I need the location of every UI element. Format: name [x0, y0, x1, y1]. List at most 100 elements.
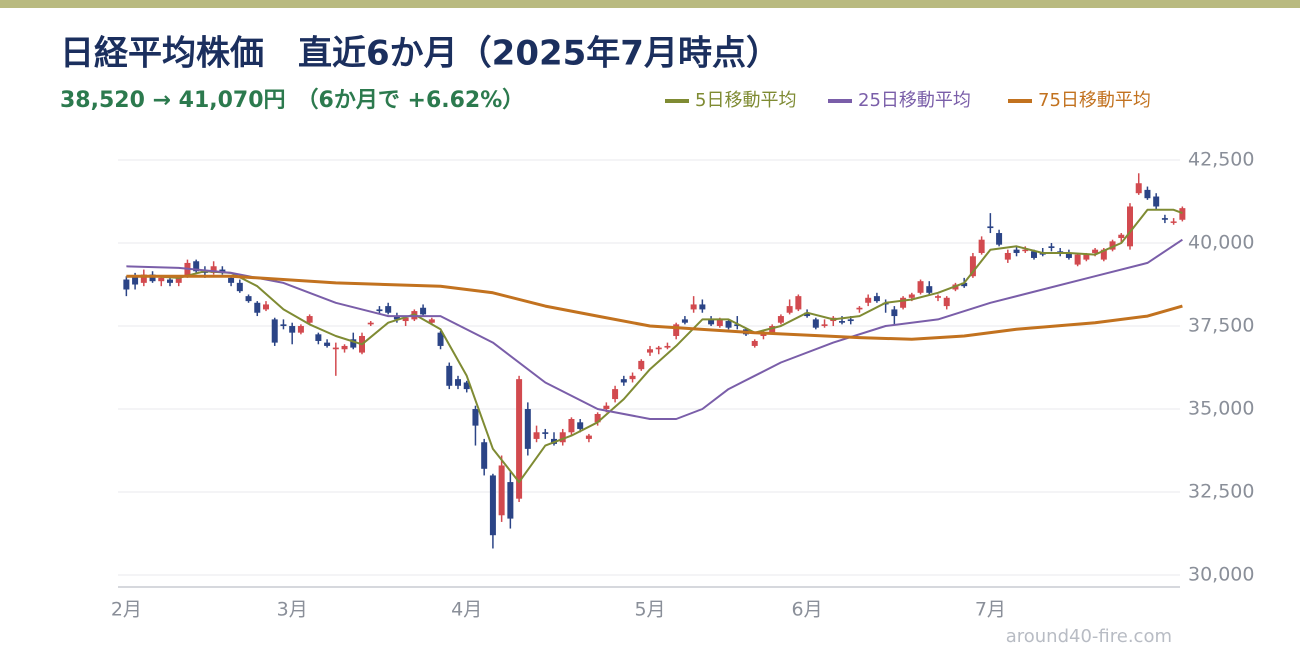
candle-body [987, 226, 994, 229]
candle-body [935, 296, 941, 298]
candle-body [629, 375, 636, 380]
candle-body [734, 324, 741, 327]
candle-body [341, 345, 348, 350]
candle-body [926, 286, 933, 293]
y-tick-label: 35,000 [1188, 398, 1254, 420]
candle-body [402, 317, 409, 322]
candle-body [1083, 254, 1090, 260]
candle-body [1065, 252, 1072, 258]
y-tick-label: 32,500 [1188, 481, 1254, 503]
candle-body [673, 324, 680, 336]
candle-body [376, 309, 383, 312]
candle-body [996, 233, 1003, 245]
candle-body [498, 465, 505, 516]
candle-body [559, 432, 566, 443]
candle-body [839, 321, 845, 323]
candle-body [271, 319, 278, 343]
candle-body [961, 282, 968, 287]
candle-body [804, 312, 811, 317]
x-tick-label: 4月 [451, 599, 482, 621]
candle-body [306, 316, 313, 323]
candle-body [751, 340, 758, 346]
candle-body [472, 409, 479, 426]
candle-body [428, 319, 435, 323]
candle-body [568, 418, 575, 433]
candle-body [254, 302, 261, 313]
candle-body [786, 306, 793, 313]
chart-subtitle: 38,520 → 41,070円 （6か月で +6.62%） [60, 88, 524, 113]
candle-body [167, 279, 173, 283]
candle-body [367, 322, 374, 325]
candle-body [891, 309, 898, 317]
candle-body [1013, 249, 1020, 253]
candle-body [699, 304, 706, 310]
candle-body [446, 365, 453, 386]
x-tick-label: 6月 [792, 599, 823, 621]
candle-body [664, 345, 671, 348]
candle-body [847, 319, 854, 322]
x-tick-label: 5月 [634, 599, 665, 621]
candle-body [681, 319, 688, 323]
candle-body [769, 326, 776, 333]
candle-body [420, 307, 427, 315]
moving-average-line [126, 208, 1183, 484]
candle-body [647, 349, 653, 353]
legend-label: 5日移動平均 [695, 90, 796, 111]
y-tick-label: 42,500 [1188, 149, 1254, 171]
y-tick-label: 37,500 [1188, 315, 1254, 337]
candle-body [1144, 189, 1151, 199]
candle-body [455, 379, 461, 386]
y-tick-label: 30,000 [1188, 564, 1254, 586]
candle-body [917, 281, 924, 293]
candle-body [1048, 246, 1055, 248]
candle-body [123, 279, 130, 290]
candle-body [585, 435, 592, 439]
candle-body [289, 326, 296, 333]
chart-title: 日経平均株価 直近6か月（2025年7月時点） [60, 34, 780, 74]
candle-body [524, 409, 531, 449]
candle-body [943, 297, 950, 307]
candle-body [795, 296, 802, 310]
candle-body [1179, 208, 1186, 220]
y-tick-label: 40,000 [1188, 232, 1254, 254]
candle-body [969, 256, 976, 277]
candle-body [463, 382, 470, 390]
candle-body [978, 239, 985, 253]
candle-body [393, 316, 400, 320]
candle-body [708, 319, 715, 325]
candle-body [690, 304, 697, 310]
moving-average-line [126, 274, 1183, 341]
candle-body [856, 307, 863, 310]
x-tick-label: 2月 [111, 599, 142, 621]
candle-body [655, 347, 662, 350]
candle-body [865, 297, 872, 303]
candle-body [1153, 196, 1160, 207]
candle-body [263, 304, 269, 310]
candle-body [236, 282, 243, 292]
candle-body [350, 339, 357, 348]
candle-body [821, 324, 828, 327]
candle-body [175, 277, 182, 283]
candle-body [280, 324, 287, 327]
candle-body [1170, 221, 1177, 223]
candle-body [542, 432, 549, 434]
candle-body [1031, 251, 1037, 258]
watermark: around40-fire.com [1006, 626, 1172, 647]
candle-body [760, 334, 767, 336]
candle-body [324, 342, 331, 346]
candle-body [1100, 249, 1107, 260]
candle-body [873, 296, 880, 302]
candle-body [1109, 241, 1116, 250]
candle-body [777, 316, 784, 323]
candle-body [158, 277, 165, 282]
candle-body [1127, 206, 1133, 247]
candle-body [315, 334, 322, 341]
top-bar [0, 0, 1300, 8]
candle-body [1022, 249, 1029, 252]
candle-body [140, 274, 147, 283]
candle-body [245, 296, 252, 302]
candle-body [638, 360, 645, 370]
candle-body [533, 432, 540, 439]
legend-label: 75日移動平均 [1038, 90, 1151, 111]
